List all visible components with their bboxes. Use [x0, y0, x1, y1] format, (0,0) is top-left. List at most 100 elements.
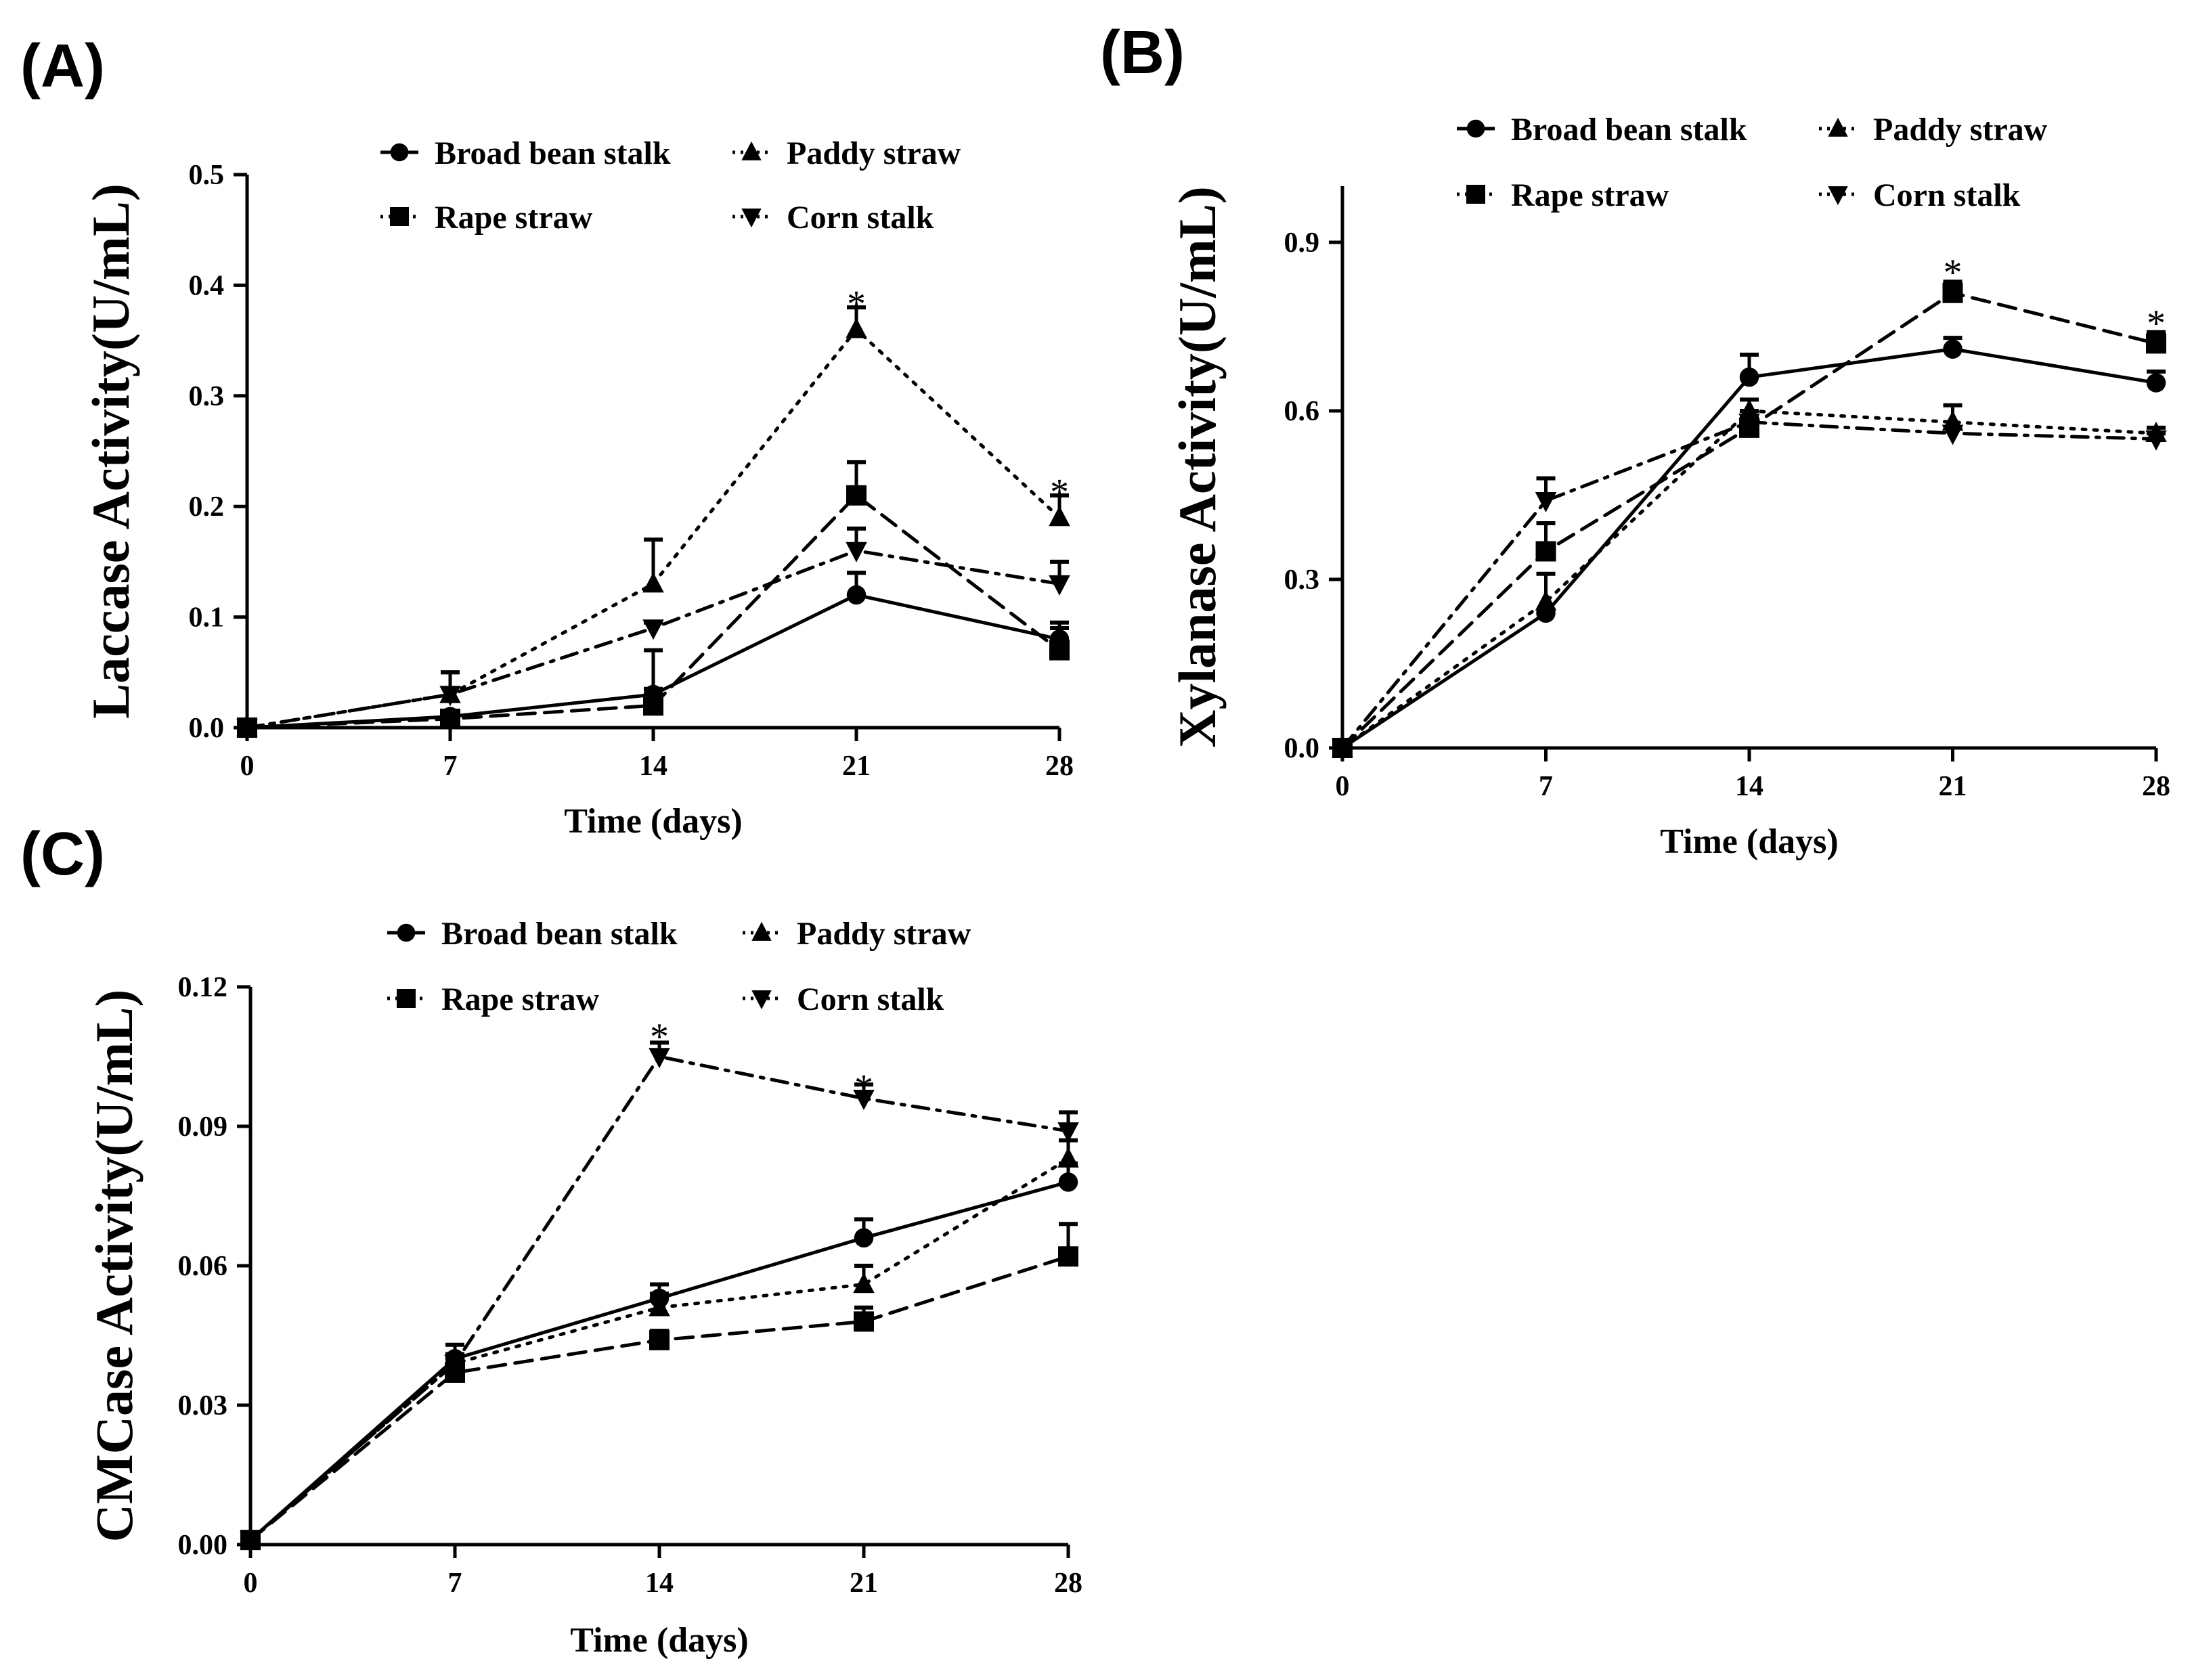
data-point [1049, 506, 1070, 527]
x-tick-label: 7 [1539, 771, 1553, 802]
legend-label: Corn stalk [797, 981, 944, 1017]
x-axis-title: Time (days) [570, 1621, 748, 1660]
panel-letter: (C) [20, 820, 105, 888]
legend-label: Broad bean stalk [1511, 112, 1747, 148]
legend-marker [1466, 185, 1485, 204]
legend-label: Broad bean stalk [441, 916, 678, 952]
series-paddy-straw [1332, 397, 2167, 757]
data-point [1739, 367, 1759, 387]
legend-label: Paddy straw [797, 916, 971, 952]
legend-label: Rape straw [435, 200, 593, 236]
series-rape-straw [237, 460, 1070, 738]
data-point [1942, 282, 1963, 303]
legend-label: Corn stalk [1873, 177, 2021, 213]
y-tick-label: 0.06 [178, 1251, 228, 1282]
legend-item-paddy-straw: Paddy straw [1819, 112, 2048, 148]
data-point [1058, 1172, 1078, 1192]
data-point [854, 1311, 874, 1332]
x-tick-label: 21 [842, 751, 871, 782]
data-point [1535, 590, 1557, 611]
legend-marker [741, 208, 762, 228]
data-point [1058, 1246, 1078, 1267]
data-point [1057, 1122, 1079, 1143]
y-axis-title: CMCase Activity(U/mL) [85, 990, 144, 1543]
series-rape-straw [240, 1222, 1078, 1551]
legend-item-paddy-straw: Paddy straw [732, 135, 961, 171]
x-tick-label: 14 [639, 751, 667, 782]
significance-marker: * [1050, 472, 1069, 514]
data-point [846, 485, 867, 506]
legend-marker [397, 923, 416, 942]
series-line [1340, 409, 2158, 750]
series-corn-stalk [1332, 409, 2167, 760]
legend-label: Paddy straw [787, 135, 961, 171]
data-point [2146, 333, 2166, 354]
legend-item-corn-stalk: Corn stalk [732, 200, 934, 236]
data-point [642, 619, 664, 640]
x-tick-label: 0 [244, 1568, 258, 1599]
legend-marker [390, 207, 409, 226]
series-broad-bean-stalk [240, 1161, 1078, 1550]
y-tick-label: 0.6 [1284, 396, 1320, 427]
y-tick-label: 0.2 [189, 491, 225, 523]
legend-marker [390, 143, 409, 162]
data-point [853, 1090, 875, 1111]
legend-item-broad-bean-stalk: Broad bean stalk [1457, 112, 1747, 148]
x-tick-label: 7 [448, 1568, 462, 1599]
legend-label: Broad bean stalk [435, 135, 671, 171]
data-point [1942, 424, 1964, 445]
legend: Broad bean stalk Paddy straw Rape straw Cor… [380, 135, 961, 236]
x-tick-label: 0 [1336, 771, 1350, 802]
legend-item-rape-straw: Rape straw [387, 981, 600, 1017]
x-tick-label: 21 [850, 1568, 878, 1599]
x-axis-title: Time (days) [564, 802, 742, 841]
legend-label: Rape straw [1511, 177, 1669, 213]
legend: Broad bean stalk Paddy straw Rape straw Cor… [387, 916, 971, 1017]
y-tick-label: 0.4 [189, 270, 225, 301]
legend-marker [1828, 186, 1848, 206]
y-tick-label: 0.00 [178, 1530, 228, 1561]
data-point [1535, 541, 1556, 562]
legend-item-broad-bean-stalk: Broad bean stalk [380, 135, 671, 171]
y-tick-label: 0.9 [1284, 227, 1320, 259]
data-point [649, 1048, 670, 1069]
y-tick-label: 0.0 [189, 713, 225, 744]
data-point [440, 708, 460, 729]
significance-marker: * [650, 1016, 669, 1058]
y-tick-label: 0.0 [1284, 733, 1320, 764]
legend: Broad bean stalk Paddy straw Rape straw Cor… [1457, 112, 2048, 213]
legend-item-rape-straw: Rape straw [380, 200, 593, 236]
legend-item-corn-stalk: Corn stalk [1819, 177, 2021, 213]
data-point [439, 686, 461, 707]
x-tick-label: 7 [443, 751, 458, 782]
data-point [1738, 413, 1760, 434]
x-tick-label: 14 [1735, 771, 1763, 802]
chart-panel-2: (C) 0 7 14 21 28 0.00 0.03 0.06 0.09 0.12 Time (day… [20, 820, 1082, 1660]
legend-item-broad-bean-stalk: Broad bean stalk [387, 916, 678, 952]
x-tick-label: 0 [240, 751, 255, 782]
data-point [1049, 640, 1070, 661]
legend-label: Corn stalk [787, 200, 934, 236]
data-point [236, 719, 258, 740]
data-point [1535, 492, 1557, 513]
legend-label: Paddy straw [1873, 112, 2048, 148]
data-point [846, 317, 867, 338]
legend-marker [1828, 117, 1848, 137]
significance-marker: * [854, 1067, 873, 1109]
y-axis-title: Laccase Activity(U/mL) [81, 183, 140, 719]
significance-marker: * [1944, 252, 1963, 294]
series-line [1340, 420, 2158, 750]
legend-marker [751, 921, 772, 941]
chart-panel-1: (B) 0 7 14 21 28 0.0 0.3 0.6 0.9 Time (days) Xylana… [1100, 19, 2170, 861]
data-point [1057, 1147, 1079, 1168]
y-tick-label: 0.03 [178, 1390, 228, 1421]
legend-item-corn-stalk: Corn stalk [743, 981, 944, 1017]
significance-marker: * [847, 284, 866, 326]
legend-marker [741, 141, 762, 160]
panel-letter: (A) [20, 32, 105, 100]
significance-marker: * [2147, 303, 2166, 345]
data-point [846, 585, 867, 605]
data-point [1049, 575, 1070, 596]
data-point [642, 572, 664, 593]
